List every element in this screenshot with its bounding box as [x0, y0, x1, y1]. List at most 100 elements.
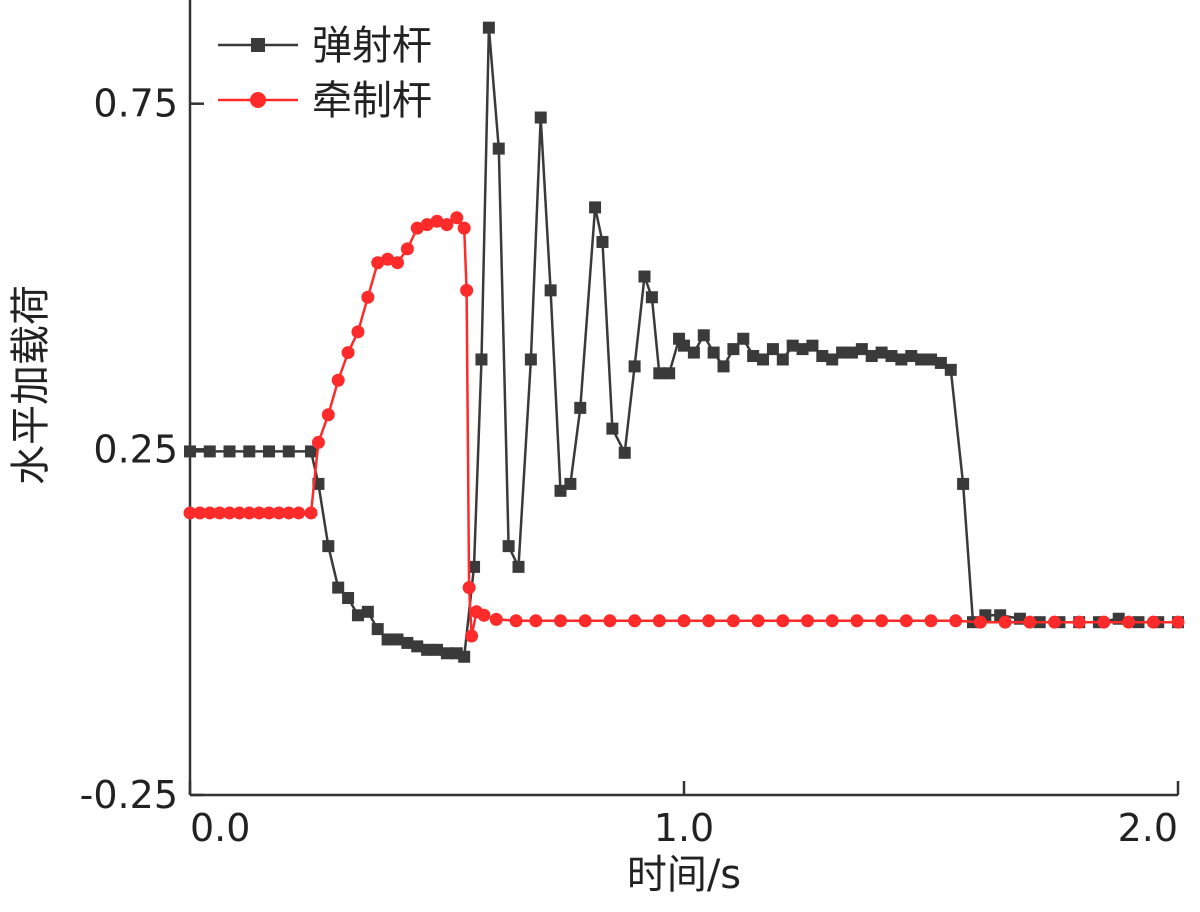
data-point	[925, 353, 937, 366]
data-point	[421, 643, 434, 656]
data-point	[243, 445, 256, 458]
data-point	[757, 353, 770, 366]
data-point	[361, 605, 374, 618]
data-point	[489, 612, 503, 626]
legend-item: 牵制杆	[218, 78, 432, 124]
data-point	[899, 614, 913, 628]
data-point	[895, 353, 908, 366]
data-point	[949, 614, 963, 628]
data-point	[998, 615, 1012, 629]
data-point	[747, 350, 760, 363]
data-point	[351, 325, 365, 339]
data-point	[957, 477, 970, 490]
data-point	[1171, 615, 1185, 629]
y-axis-title: 水平加载荷	[8, 285, 54, 485]
data-point	[786, 339, 799, 352]
data-point	[652, 614, 666, 628]
data-point	[638, 270, 651, 283]
data-point	[973, 615, 987, 629]
data-point	[564, 477, 577, 490]
data-point	[796, 343, 809, 356]
data-point	[431, 643, 443, 656]
data-point	[801, 614, 814, 628]
legend-marker	[250, 92, 266, 108]
data-point	[1146, 615, 1160, 629]
data-point	[578, 614, 592, 628]
data-point	[183, 506, 197, 520]
data-point	[322, 540, 335, 553]
data-point	[529, 614, 543, 628]
data-point	[410, 221, 424, 235]
series-1	[183, 211, 1185, 643]
data-point	[628, 614, 642, 628]
data-point	[184, 445, 196, 458]
data-point	[618, 446, 631, 459]
data-point	[707, 346, 720, 359]
data-point	[905, 350, 918, 363]
data-point	[1122, 615, 1136, 629]
data-point	[371, 256, 385, 270]
data-point	[574, 401, 587, 414]
data-point	[502, 540, 515, 553]
y-tick-label: 0.25	[93, 427, 178, 471]
data-point	[826, 353, 839, 366]
data-point	[477, 608, 491, 622]
legend-label: 牵制杆	[312, 78, 432, 124]
data-point	[554, 614, 567, 628]
data-point	[342, 591, 355, 604]
series-line	[190, 216, 1178, 637]
data-point	[512, 560, 525, 573]
data-point	[850, 614, 864, 628]
data-point	[213, 506, 227, 520]
legend-marker	[251, 38, 265, 52]
data-point	[282, 445, 295, 458]
data-point	[492, 142, 505, 155]
data-point	[825, 614, 839, 628]
data-point	[193, 506, 207, 520]
data-point	[653, 367, 666, 380]
data-point	[645, 291, 658, 304]
data-point	[677, 614, 691, 628]
legend-label: 弹射杆	[312, 23, 432, 69]
data-point	[203, 445, 216, 458]
data-point	[262, 506, 276, 520]
data-point	[944, 363, 957, 376]
data-point	[391, 633, 404, 646]
data-point	[321, 408, 335, 422]
x-tick-label: 1.0	[654, 806, 714, 850]
data-point	[272, 506, 286, 520]
data-point	[401, 636, 414, 649]
x-tick-label: 0.0	[190, 806, 250, 850]
data-point	[1023, 615, 1037, 629]
data-point	[482, 21, 495, 34]
data-point	[263, 445, 276, 458]
data-point	[203, 506, 217, 520]
data-point	[751, 614, 765, 628]
data-point	[371, 623, 384, 636]
data-point	[311, 435, 325, 449]
data-point	[332, 581, 345, 594]
data-point	[430, 214, 444, 228]
data-point	[252, 506, 266, 520]
data-point	[292, 506, 306, 520]
data-point	[865, 350, 878, 363]
data-point	[509, 614, 523, 628]
data-point	[465, 629, 479, 643]
data-point	[836, 346, 849, 359]
data-point	[727, 343, 740, 356]
x-tick-label: 2.0	[1118, 806, 1178, 850]
legend-item: 弹射杆	[218, 23, 432, 69]
data-point	[875, 346, 888, 359]
data-point	[282, 506, 296, 520]
data-point	[806, 339, 819, 352]
data-point	[420, 218, 434, 232]
data-point	[544, 284, 557, 297]
data-point	[737, 332, 750, 345]
data-point	[717, 360, 730, 373]
data-point	[687, 346, 700, 359]
data-point	[766, 343, 779, 356]
data-point	[242, 506, 256, 520]
data-point	[855, 343, 868, 356]
